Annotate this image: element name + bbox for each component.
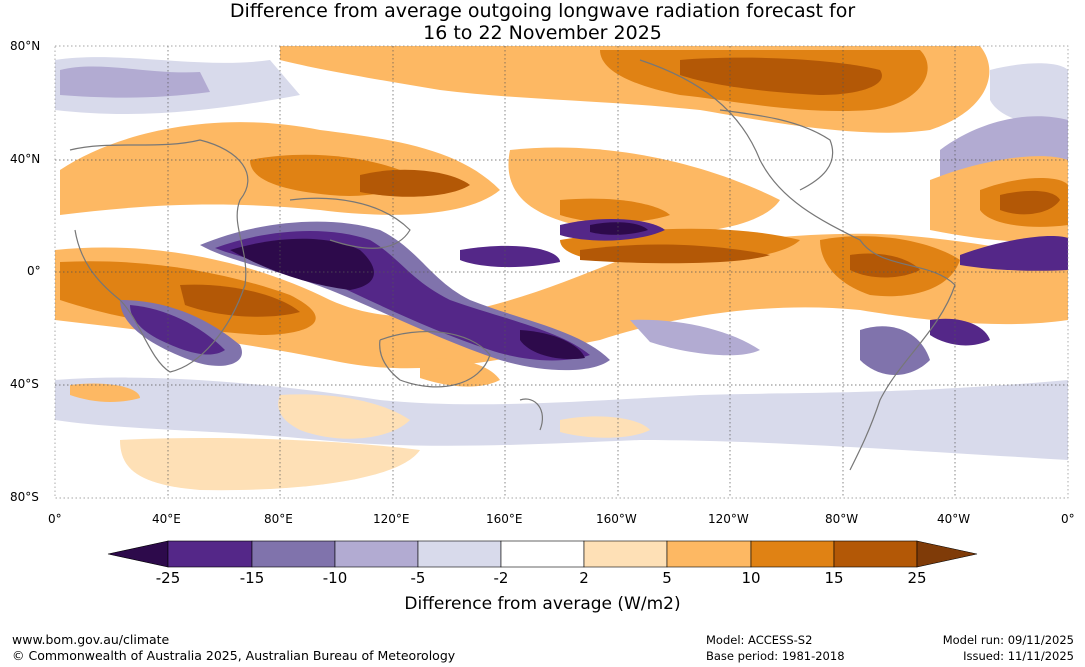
colorbar-bin-8 [750, 540, 835, 568]
lon-label-0-left: 0° [48, 512, 62, 526]
lon-label-120w: 120°W [708, 512, 749, 526]
lat-label-80n: 80°N [10, 39, 41, 53]
footer-copyright: © Commonwealth of Australia 2025, Austra… [12, 648, 456, 663]
footer-model-run: Model run: 09/11/2025 [942, 633, 1074, 647]
lat-label-0: 0° [27, 264, 41, 278]
colorbar-extend-high [916, 540, 978, 568]
colorbar-tick: 5 [662, 569, 672, 587]
colorbar-tick: 2 [579, 569, 589, 587]
colorbar-extend-low [107, 540, 169, 568]
footer-website: www.bom.gov.au/climate [12, 632, 170, 647]
colorbar [107, 540, 978, 568]
colorbar-bin-7 [666, 540, 752, 568]
colorbar-bin-1 [167, 540, 253, 568]
colorbar-bin-2 [251, 540, 336, 568]
lon-label-160w: 160°W [596, 512, 637, 526]
lon-label-0-right: 0° [1061, 512, 1075, 526]
colorbar-tick: 15 [824, 569, 844, 587]
colorbar-bin-6 [583, 540, 668, 568]
coastlines [69, 59, 956, 471]
anomaly-field [55, 46, 1068, 498]
colorbar-tick: -5 [410, 569, 426, 587]
lon-label-40w: 40°W [937, 512, 971, 526]
colorbar-bin-4 [417, 540, 502, 568]
footer-issued: Issued: 11/11/2025 [963, 649, 1074, 663]
title-line-1: Difference from average outgoing longwav… [229, 0, 856, 22]
colorbar-tick: -15 [239, 569, 265, 587]
footer-base-period: Base period: 1981-2018 [706, 649, 845, 663]
colorbar-tick: 10 [741, 569, 761, 587]
title-line-2: 16 to 22 November 2025 [423, 22, 662, 44]
colorbar-bin-5 [500, 540, 585, 568]
colorbar-tick: -25 [155, 569, 181, 587]
colorbar-title: Difference from average (W/m2) [404, 594, 681, 614]
lon-label-120e: 120°E [373, 512, 410, 526]
footer-model: Model: ACCESS-S2 [706, 633, 813, 647]
colorbar-tick: -10 [322, 569, 348, 587]
lon-label-80w: 80°W [825, 512, 859, 526]
colorbar-tick: -2 [493, 569, 509, 587]
lon-label-80e: 80°E [264, 512, 293, 526]
colorbar-bin-3 [334, 540, 419, 568]
lat-label-40n: 40°N [10, 152, 41, 166]
graticule [55, 46, 1068, 498]
colorbar-tick: 25 [907, 569, 927, 587]
lon-label-160e: 160°E [486, 512, 523, 526]
lat-label-80s: 80°S [10, 490, 39, 504]
lon-label-40e: 40°E [152, 512, 181, 526]
lat-label-40s: 40°S [10, 377, 39, 391]
colorbar-bin-9 [833, 540, 918, 568]
